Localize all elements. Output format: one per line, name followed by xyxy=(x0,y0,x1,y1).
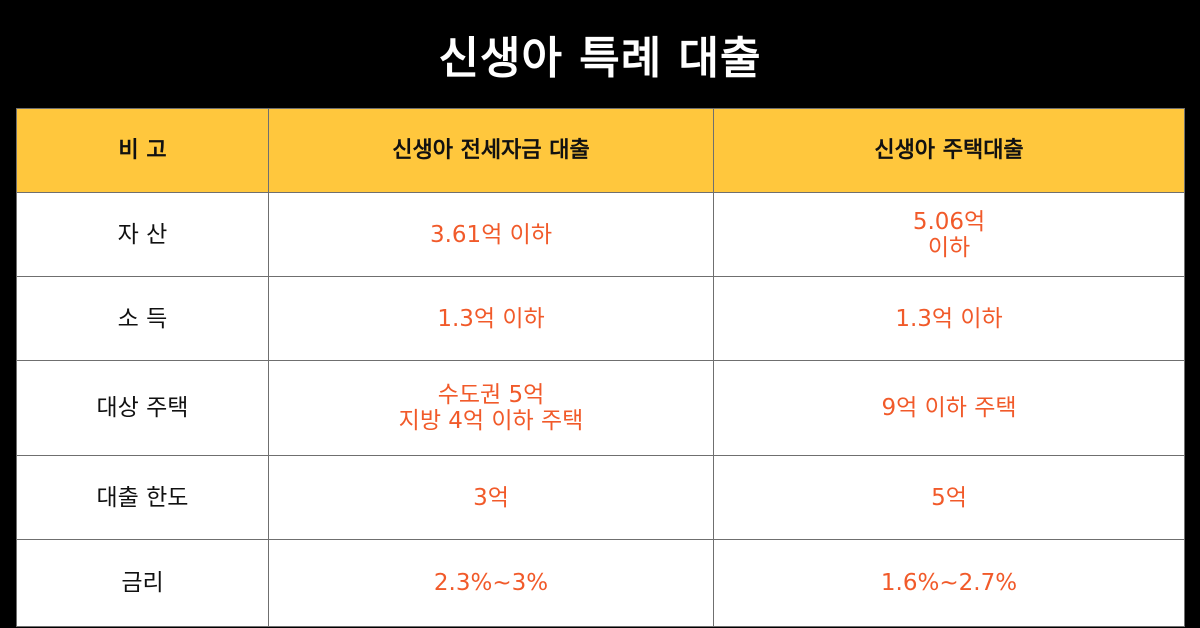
comparison-table-container: 비 고 신생아 전세자금 대출 신생아 주택대출 자 산 3.61억 이하 5.… xyxy=(16,108,1185,627)
housing-income-value: 1.3억 이하 xyxy=(713,276,1185,361)
row-label-assets: 자 산 xyxy=(16,192,269,277)
header-housing-loan: 신생아 주택대출 xyxy=(713,108,1185,193)
table-row-target-housing: 대상 주택 수도권 5억 지방 4억 이하 주택 9억 이하 주택 xyxy=(16,360,1185,456)
header-jeonse-loan: 신생아 전세자금 대출 xyxy=(268,108,714,193)
table-row-income: 소 득 1.3억 이하 1.3억 이하 xyxy=(16,276,1185,361)
page-title: 신생아 특례 대출 xyxy=(438,33,762,84)
row-label-income: 소 득 xyxy=(16,276,269,361)
loan-comparison-table: 비 고 신생아 전세자금 대출 신생아 주택대출 자 산 3.61억 이하 5.… xyxy=(16,108,1185,627)
jeonse-income-value: 1.3억 이하 xyxy=(268,276,714,361)
jeonse-target-housing-value: 수도권 5억 지방 4억 이하 주택 xyxy=(268,360,714,456)
housing-assets-value: 5.06억 이하 xyxy=(713,192,1185,277)
jeonse-assets-value: 3.61억 이하 xyxy=(268,192,714,277)
row-label-target-housing: 대상 주택 xyxy=(16,360,269,456)
housing-interest-rate-value: 1.6%~2.7% xyxy=(713,539,1185,627)
jeonse-interest-rate-value: 2.3%~3% xyxy=(268,539,714,627)
table-header-row: 비 고 신생아 전세자금 대출 신생아 주택대출 xyxy=(16,108,1185,193)
table-row-loan-limit: 대출 한도 3억 5억 xyxy=(16,455,1185,540)
housing-target-housing-value: 9억 이하 주택 xyxy=(713,360,1185,456)
housing-loan-limit-value: 5억 xyxy=(713,455,1185,540)
row-label-interest-rate: 금리 xyxy=(16,539,269,627)
header-remarks: 비 고 xyxy=(16,108,269,193)
table-row-interest-rate: 금리 2.3%~3% 1.6%~2.7% xyxy=(16,539,1185,627)
table-row-assets: 자 산 3.61억 이하 5.06억 이하 xyxy=(16,192,1185,277)
row-label-loan-limit: 대출 한도 xyxy=(16,455,269,540)
jeonse-loan-limit-value: 3억 xyxy=(268,455,714,540)
